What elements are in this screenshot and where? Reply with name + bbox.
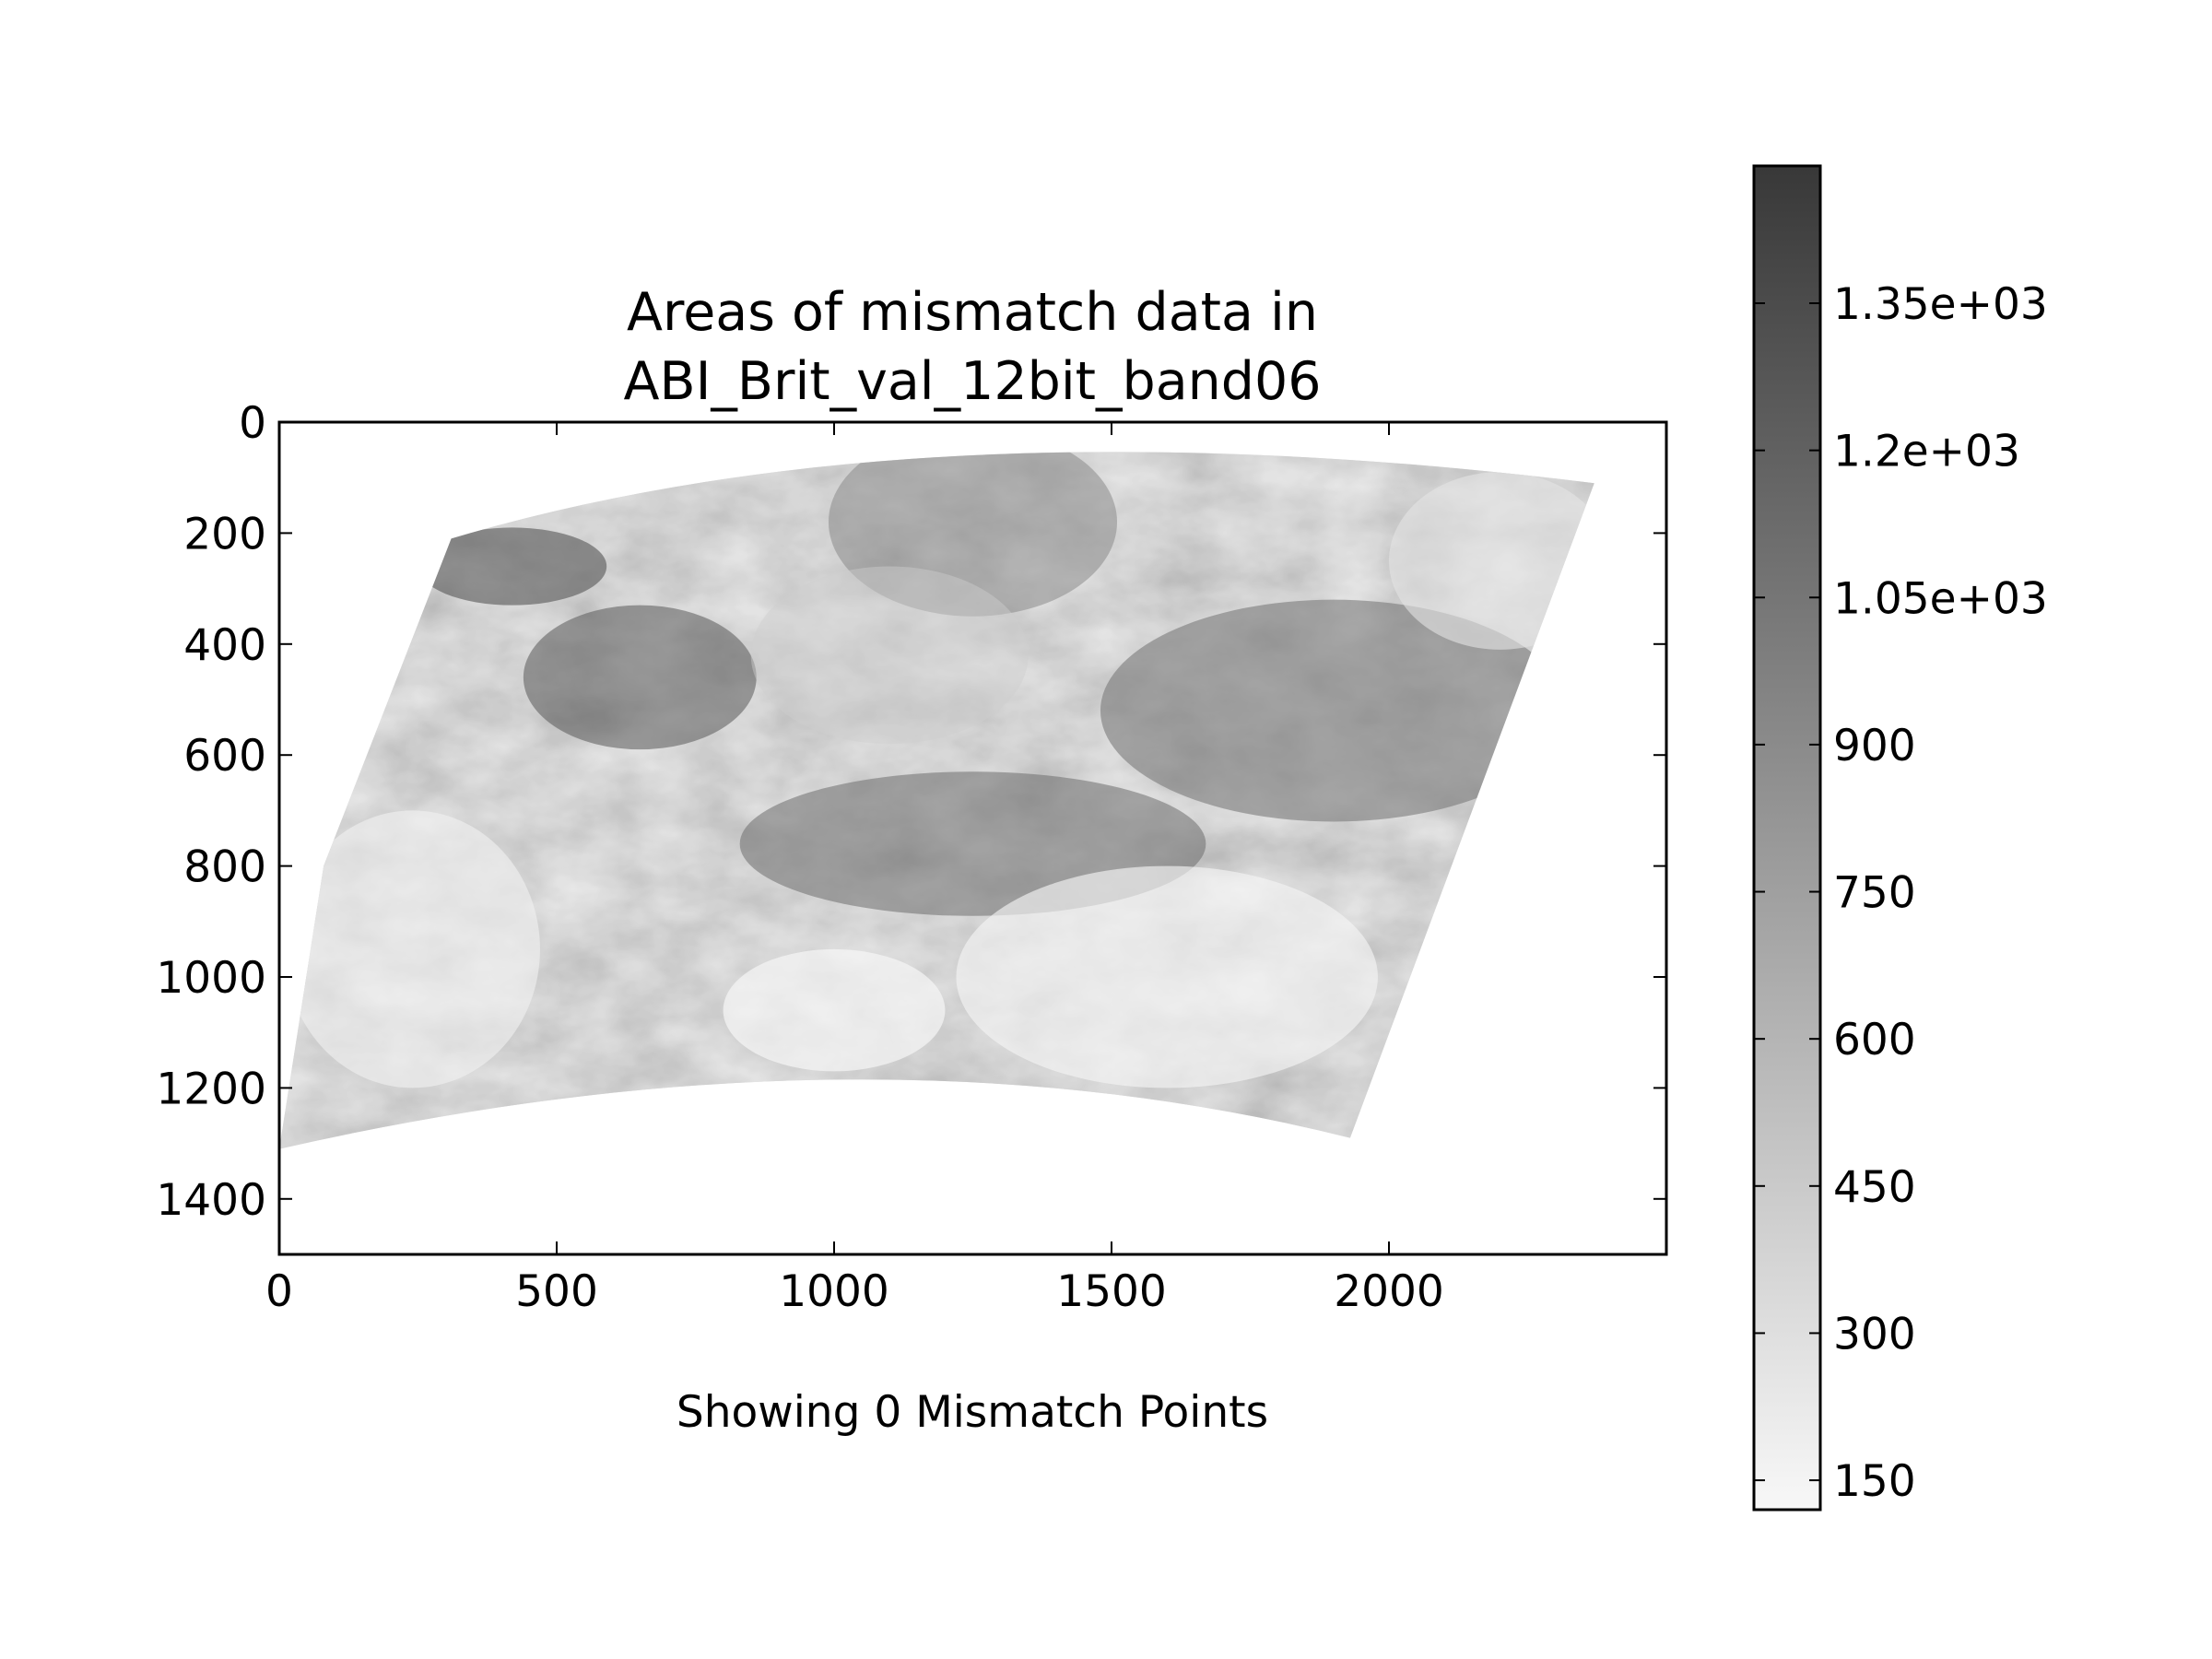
satellite-image (279, 452, 1594, 1149)
y-tick-label: 200 (183, 509, 266, 559)
x-tick-label: 1000 (779, 1266, 889, 1317)
y-tick-label: 1000 (156, 953, 266, 1004)
colorbar: 150 300 450 600 750 900 1.05e+03 1.2e+03 1.35e+0… (1752, 164, 2048, 1512)
x-tick-label: 2000 (1334, 1266, 1444, 1317)
plot-frame (277, 420, 1668, 1256)
colorbar-tick-label: 1.35e+03 (1833, 279, 2048, 330)
land-region-center (750, 566, 1029, 745)
clear-region-southwest (285, 810, 540, 1088)
y-tick-label: 1200 (156, 1064, 266, 1114)
y-tick-label: 800 (183, 842, 266, 893)
cloud-band-west (523, 605, 757, 750)
colorbar-tick-label: 600 (1833, 1015, 1916, 1065)
y-tick-label: 1400 (156, 1175, 266, 1226)
plot-area (279, 452, 1594, 1149)
x-tick-label: 0 (265, 1266, 293, 1317)
x-tick-label: 1500 (1056, 1266, 1167, 1317)
colorbar-tick-label: 150 (1833, 1456, 1916, 1507)
x-axis-label: Showing 0 Mismatch Points (677, 1387, 1268, 1438)
clear-region-south (723, 948, 946, 1072)
cloud-region-east (1100, 599, 1567, 822)
x-tick-label: 500 (515, 1266, 598, 1317)
colorbar-tick-label: 900 (1833, 721, 1916, 771)
clear-region-southeast (956, 865, 1378, 1088)
y-tick-label: 0 (239, 398, 266, 449)
colorbar-gradient (1752, 164, 1822, 1512)
y-tick-label: 600 (183, 731, 266, 782)
axes: 0 500 1000 1500 2000 0 200 400 600 800 1000 1200 140… (156, 398, 1668, 1317)
chart-title: Areas of mismatch data in ABI_Brit_val_1… (624, 282, 1322, 412)
colorbar-tick-label: 750 (1833, 868, 1916, 919)
chart-title-line-1: Areas of mismatch data in (627, 282, 1318, 343)
cloud-band-northwest (418, 527, 607, 606)
colorbar-tick-label: 300 (1833, 1309, 1916, 1359)
chart-title-line-2: ABI_Brit_val_12bit_band06 (624, 351, 1322, 412)
colorbar-tick-label: 1.05e+03 (1833, 573, 2048, 624)
cloud-region-north (828, 452, 1118, 617)
colorbar-tick-label: 450 (1833, 1162, 1916, 1213)
y-tick-label: 400 (183, 620, 266, 671)
clear-region-northeast (1389, 472, 1594, 650)
colorbar-tick-label: 1.2e+03 (1833, 427, 2020, 477)
